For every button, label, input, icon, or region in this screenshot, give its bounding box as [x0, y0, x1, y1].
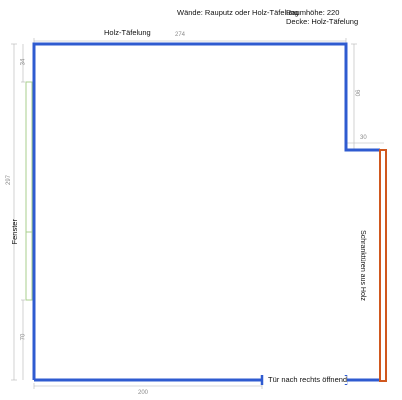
- walls-note: Wände: Rauputz oder Holz-Täfelung: [177, 8, 299, 17]
- room-height: Raumhöhe: 220: [286, 8, 340, 17]
- dim-left-bottom: 70: [20, 333, 27, 341]
- window-frame: [25, 81, 33, 301]
- wardrobe-doors: [379, 149, 387, 382]
- window-label: Fenster: [9, 219, 19, 245]
- room-walls: [32, 42, 380, 380]
- dim-top-width: 274: [175, 32, 186, 38]
- door-label: Tür nach rechts öffnend: [268, 375, 348, 384]
- dim-right-upper: 90: [353, 89, 360, 97]
- dim-bottom-width: 200: [138, 390, 149, 396]
- dim-left-top: 34: [20, 58, 27, 66]
- wardrobe-label: Schranktüren aus Holz: [358, 230, 366, 301]
- ceiling-note: Decke: Holz-Täfelung: [286, 17, 359, 26]
- dim-notch-width: 30: [360, 135, 367, 141]
- dim-left-total: 297: [6, 174, 13, 186]
- top-wall-label: Holz-Täfelung: [104, 28, 151, 37]
